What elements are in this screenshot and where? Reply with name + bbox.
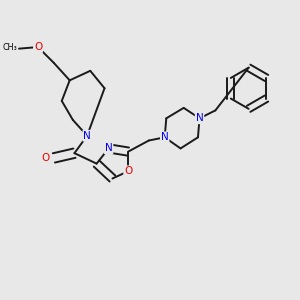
Text: CH₃: CH₃ bbox=[3, 43, 17, 52]
Text: N: N bbox=[83, 131, 91, 141]
Text: N: N bbox=[105, 143, 112, 153]
Text: O: O bbox=[34, 42, 42, 52]
Text: N: N bbox=[196, 113, 203, 123]
Text: O: O bbox=[124, 166, 132, 176]
Text: N: N bbox=[161, 132, 169, 142]
Text: O: O bbox=[42, 153, 50, 163]
